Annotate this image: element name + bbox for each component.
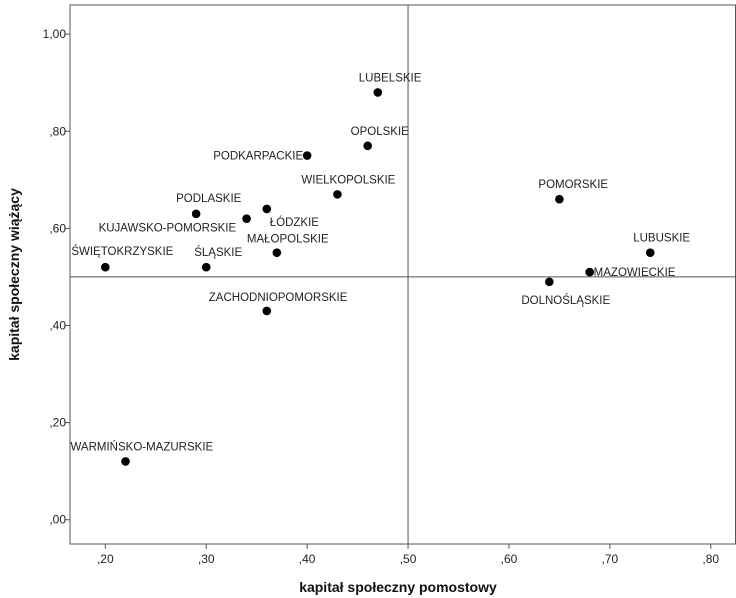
data-point [363, 141, 372, 151]
x-tick-label: ,80 [702, 552, 719, 566]
data-points [101, 88, 655, 466]
reference-lines [70, 5, 736, 544]
y-tick-label: ,60 [49, 221, 66, 235]
data-label: WARMIŃSKO-MAZURSKIE [71, 440, 214, 453]
x-tick-label: ,70 [602, 552, 619, 566]
y-tick-label: 1,00 [43, 27, 67, 41]
data-point [373, 88, 383, 97]
data-label: KUJAWSKO-POMORSKIE [99, 223, 237, 235]
data-point [201, 262, 211, 272]
x-tick-label: ,60 [501, 552, 518, 566]
y-tick-label: ,20 [49, 416, 66, 430]
data-label: ŚWIĘTOKRZYSKIE [71, 245, 173, 258]
data-point [545, 277, 554, 287]
x-axis: ,20 ,30 ,40 ,50 ,60 ,70 ,80 [97, 544, 719, 566]
x-tick-label: ,30 [198, 552, 215, 566]
data-label: LUBUSKIE [633, 233, 690, 245]
data-label: ŁÓDZKIE [270, 216, 320, 229]
data-label: ŚLĄSKIE [194, 246, 242, 259]
data-point [555, 194, 564, 204]
y-tick-label: ,40 [49, 318, 66, 332]
y-axis: ,00 ,20 ,40 ,60 ,80 1,00 [43, 27, 70, 527]
data-label: PODKARPACKIE [213, 151, 303, 163]
data-point [101, 262, 110, 272]
data-label: DOLNOŚLĄSKIE [521, 294, 610, 307]
data-label: ZACHODNIOPOMORSKIE [209, 292, 348, 304]
data-point [121, 457, 130, 466]
data-point [302, 151, 312, 160]
data-point [262, 306, 272, 316]
y-axis-title: kapitał społeczny wiążący [6, 188, 22, 361]
data-label: MAZOWIECKIE [594, 267, 676, 279]
data-label: POMORSKIE [538, 179, 608, 191]
data-point [645, 248, 655, 257]
y-tick-label: ,80 [49, 124, 66, 138]
data-labels: LUBELSKIE OPOLSKIE PODKARPACKIE WIELKOPOLSK… [71, 72, 691, 453]
x-tick-label: ,40 [299, 552, 316, 566]
x-axis-title: kapitał społeczny pomostowy [299, 579, 497, 595]
data-label: LUBELSKIE [359, 72, 422, 84]
data-label: OPOLSKIE [351, 126, 409, 138]
x-tick-label: ,20 [97, 552, 114, 566]
y-tick-label: ,00 [49, 513, 66, 527]
data-point [191, 209, 201, 219]
x-tick-label: ,50 [400, 552, 417, 566]
data-label: WIELKOPOLSKIE [301, 174, 395, 186]
data-point [262, 204, 272, 214]
data-label: MAŁOPOLSKIE [247, 234, 329, 246]
data-point [272, 248, 282, 257]
data-point [242, 214, 251, 223]
data-label: PODLASKIE [176, 193, 242, 205]
data-point [585, 267, 594, 277]
data-point [333, 190, 342, 199]
